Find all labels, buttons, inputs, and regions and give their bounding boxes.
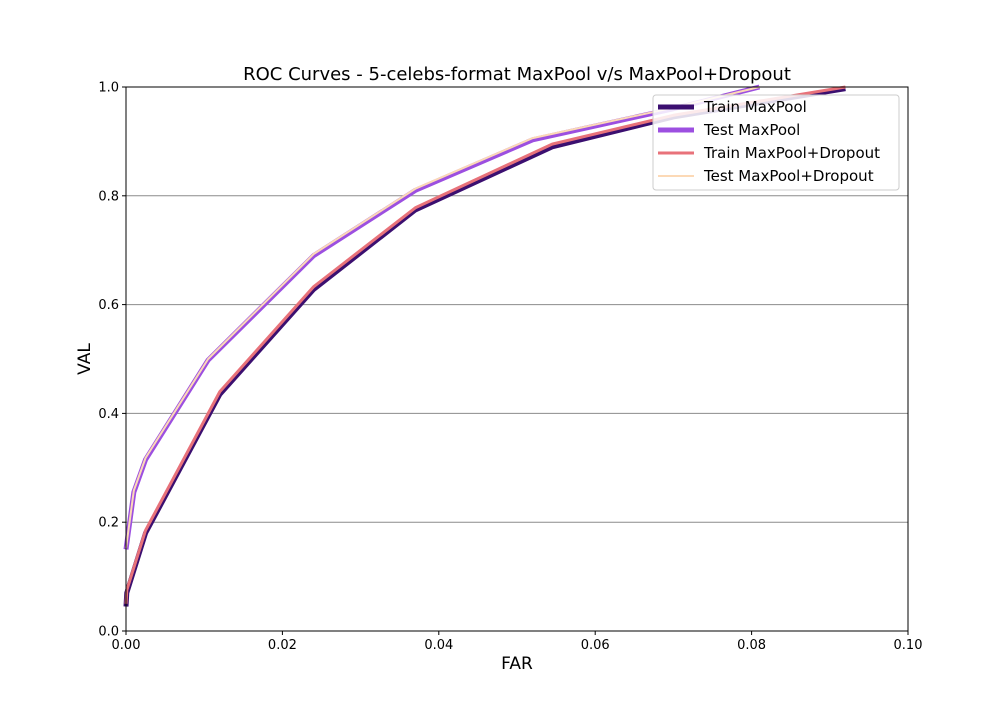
- chart-title: ROC Curves - 5-celebs-format MaxPool v/s…: [243, 64, 791, 85]
- legend-label: Test MaxPool: [703, 121, 800, 139]
- series-lines: [123, 84, 846, 607]
- x-axis-ticks: 0.00 0.02 0.04 0.06 0.08 0.10: [112, 631, 923, 653]
- series-line-3: [124, 85, 846, 604]
- grid-lines: [126, 195, 908, 523]
- legend-box: [652, 94, 900, 191]
- series-line-4: [125, 86, 760, 549]
- y-tick-label: 0.4: [98, 407, 119, 422]
- y-tick-label: 0.2: [98, 516, 119, 531]
- y-tick-label: 0.0: [98, 625, 119, 640]
- x-axis-title: FAR: [501, 654, 533, 674]
- x-tick-label: 0.04: [424, 638, 453, 653]
- x-tick-label: 0.02: [268, 638, 297, 653]
- x-tick-label: 0.06: [581, 638, 610, 653]
- y-tick-label: 0.6: [98, 298, 119, 313]
- y-tick-label: 1.0: [98, 81, 119, 96]
- x-tick-label: 0.00: [112, 638, 141, 653]
- legend-label: Test MaxPool+Dropout: [703, 167, 874, 185]
- legend-label: Train MaxPool+Dropout: [703, 144, 880, 162]
- legend-label: Train MaxPool: [703, 98, 807, 116]
- y-axis-ticks: 0.0 0.2 0.4 0.6 0.8 1.0: [98, 81, 126, 640]
- x-tick-label: 0.08: [737, 638, 766, 653]
- y-axis-title: VAL: [75, 343, 95, 375]
- x-tick-label: 0.10: [894, 638, 923, 653]
- legend: Train MaxPool Test MaxPool Train MaxPool+D…: [652, 94, 900, 191]
- plot-area: [125, 86, 909, 632]
- y-tick-label: 0.8: [98, 189, 119, 204]
